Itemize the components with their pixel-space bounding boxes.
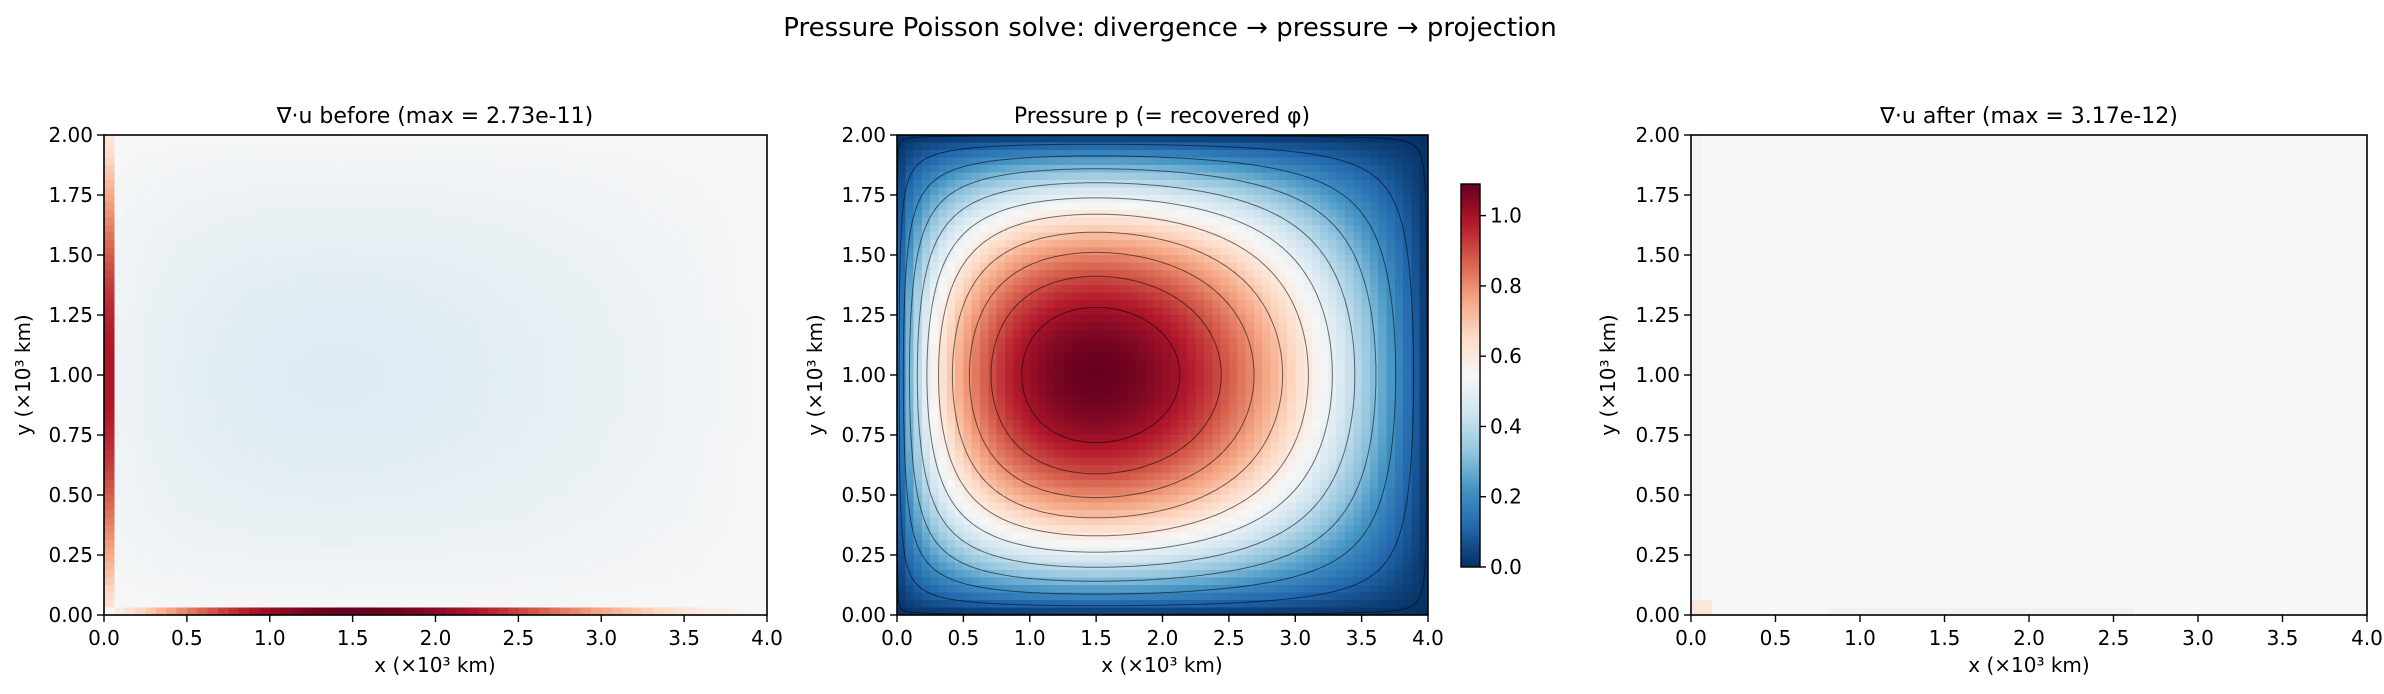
colorbar-tick-label: 0.8	[1490, 274, 1522, 298]
x-tick-label: 0.0	[881, 626, 913, 650]
y-tick-label: 1.50	[1635, 243, 1680, 267]
y-tick-label: 1.75	[1635, 183, 1680, 207]
contour-line	[916, 182, 1356, 568]
x-tick-label: 3.5	[668, 626, 700, 650]
y-axis-label-before: y (×10³ km)	[11, 314, 35, 435]
colorbar-tick-label: 0.6	[1490, 344, 1522, 368]
contour-line	[908, 168, 1377, 582]
x-tick-label: 2.0	[2013, 626, 2045, 650]
x-tick-label: 4.0	[1412, 626, 1444, 650]
figure-suptitle: Pressure Poisson solve: divergence → pre…	[783, 13, 1556, 43]
contour-line	[990, 275, 1222, 475]
contour-line	[896, 135, 1428, 615]
y-tick-label: 0.75	[1635, 423, 1680, 447]
contour-line	[1021, 306, 1181, 444]
x-tick-label: 2.5	[2098, 626, 2130, 650]
y-tick-label: 0.25	[48, 543, 93, 567]
axes-frame	[103, 134, 768, 616]
y-tick-label: 0.50	[1635, 483, 1680, 507]
y-tick-label: 1.00	[841, 363, 886, 387]
pressure-heatmap	[897, 135, 1428, 615]
x-tick-label: 0.0	[88, 626, 120, 650]
x-tick-label: 4.0	[2351, 626, 2383, 650]
x-axis-label-before: x (×10³ km)	[374, 653, 495, 677]
x-tick-label: 3.0	[2182, 626, 2214, 650]
x-tick-label: 4.0	[751, 626, 783, 650]
y-tick-label: 2.00	[841, 123, 886, 147]
divergence-before-heatmap	[104, 135, 767, 615]
y-tick-label: 0.50	[841, 483, 886, 507]
divergence-after-heatmap	[1691, 135, 2367, 615]
x-tick-label: 1.5	[1080, 626, 1112, 650]
y-tick-label: 1.00	[1635, 363, 1680, 387]
x-tick-label: 3.5	[1346, 626, 1378, 650]
colorbar-tick-label: 1.0	[1490, 204, 1522, 228]
x-tick-label: 1.5	[337, 626, 369, 650]
panel-title-before: ∇·u before (max = 2.73e-11)	[276, 104, 593, 129]
x-tick-label: 3.0	[585, 626, 617, 650]
contour-line	[968, 251, 1255, 499]
x-axis-label-pressure: x (×10³ km)	[1101, 653, 1222, 677]
contour-line	[902, 155, 1397, 595]
y-tick-label: 0.00	[841, 603, 886, 627]
colorbar-frame	[1460, 183, 1481, 568]
y-tick-label: 0.25	[841, 543, 886, 567]
y-tick-label: 0.50	[48, 483, 93, 507]
x-tick-label: 3.0	[1279, 626, 1311, 650]
colorbar-tick-label: 0.0	[1490, 555, 1522, 579]
x-tick-label: 0.5	[171, 626, 203, 650]
y-tick-label: 1.75	[48, 183, 93, 207]
contour-line	[938, 213, 1309, 537]
y-tick-label: 1.00	[48, 363, 93, 387]
x-tick-label: 0.5	[1760, 626, 1792, 650]
x-tick-label: 1.5	[1929, 626, 1961, 650]
x-tick-label: 2.5	[1213, 626, 1245, 650]
y-tick-label: 1.25	[841, 303, 886, 327]
contour-line	[926, 197, 1333, 553]
y-axis-label-after: y (×10³ km)	[1596, 314, 1620, 435]
x-tick-label: 0.5	[947, 626, 979, 650]
y-tick-label: 2.00	[48, 123, 93, 147]
colorbar-tick-label: 0.2	[1490, 485, 1522, 509]
y-tick-label: 0.00	[48, 603, 93, 627]
axes-frame	[896, 134, 1429, 616]
panel-title-after: ∇·u after (max = 3.17e-12)	[1879, 104, 2178, 129]
x-tick-label: 3.5	[2267, 626, 2299, 650]
y-tick-label: 0.75	[841, 423, 886, 447]
pressure-contours	[896, 135, 1428, 615]
x-tick-label: 1.0	[1844, 626, 1876, 650]
y-tick-label: 1.50	[841, 243, 886, 267]
panel-title-pressure: Pressure p (= recovered φ)	[1014, 104, 1310, 129]
y-tick-label: 0.25	[1635, 543, 1680, 567]
pressure-colorbar	[1461, 184, 1480, 567]
y-tick-label: 1.50	[48, 243, 93, 267]
x-tick-label: 2.0	[420, 626, 452, 650]
x-tick-label: 2.0	[1147, 626, 1179, 650]
y-axis-label-pressure: y (×10³ km)	[803, 314, 827, 435]
x-tick-label: 0.0	[1675, 626, 1707, 650]
y-tick-label: 0.75	[48, 423, 93, 447]
colorbar-tick-label: 0.4	[1490, 414, 1522, 438]
x-tick-label: 2.5	[502, 626, 534, 650]
y-tick-label: 1.25	[1635, 303, 1680, 327]
contour-line	[951, 231, 1284, 519]
y-tick-label: 1.75	[841, 183, 886, 207]
y-tick-label: 1.25	[48, 303, 93, 327]
y-tick-label: 0.00	[1635, 603, 1680, 627]
x-tick-label: 1.0	[254, 626, 286, 650]
y-tick-label: 2.00	[1635, 123, 1680, 147]
axes-frame	[1690, 134, 2368, 616]
x-axis-label-after: x (×10³ km)	[1968, 653, 2089, 677]
contour-line	[898, 143, 1415, 607]
x-tick-label: 1.0	[1014, 626, 1046, 650]
